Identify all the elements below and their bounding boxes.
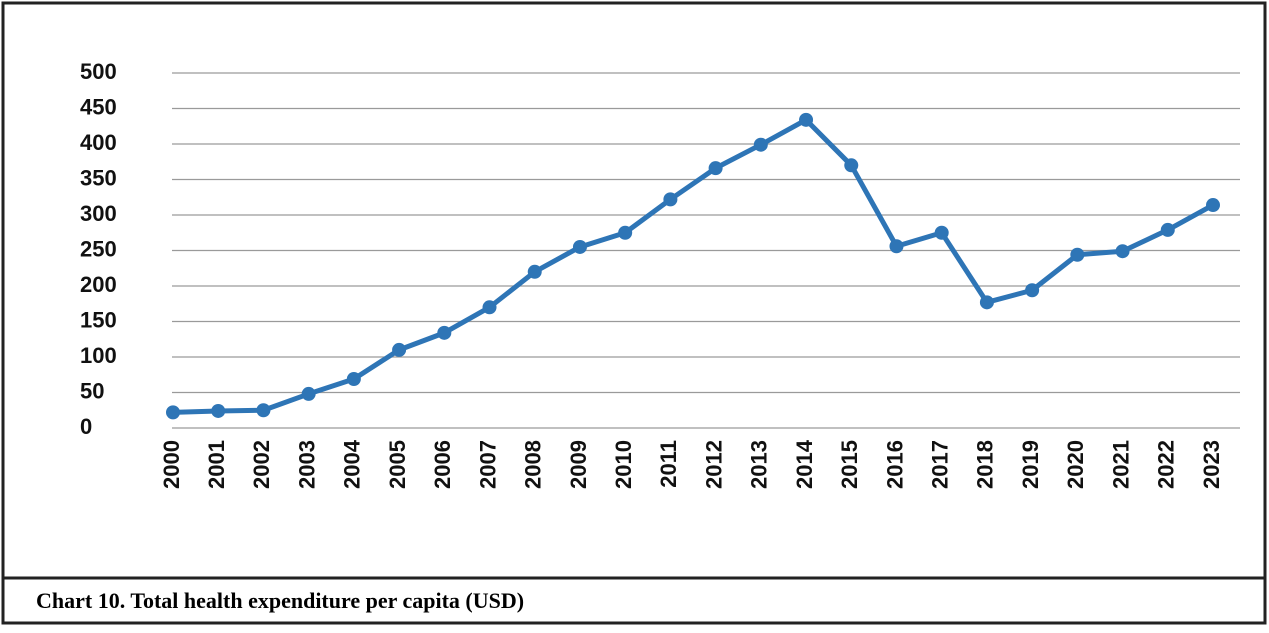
- marker: [1070, 247, 1085, 262]
- x-tick-label: 2021: [1108, 440, 1133, 489]
- x-tick-label: 2011: [656, 440, 681, 488]
- y-tick-label: 500: [80, 59, 117, 84]
- marker: [1160, 222, 1175, 237]
- x-tick-label: 2014: [792, 439, 817, 489]
- marker: [708, 161, 723, 176]
- marker: [301, 386, 316, 401]
- x-tick-label: 2008: [521, 440, 546, 489]
- marker: [1206, 198, 1220, 213]
- x-tick-label: 2002: [249, 440, 274, 489]
- x-tick-label: 2004: [340, 439, 365, 489]
- x-tick-label: 2006: [430, 440, 455, 489]
- y-tick-label: 0: [80, 414, 92, 439]
- marker: [437, 325, 452, 340]
- marker: [572, 239, 587, 254]
- y-tick-label: 150: [80, 307, 117, 332]
- y-tick-label: 50: [80, 378, 104, 403]
- y-tick-label: 350: [80, 165, 117, 190]
- line: [172, 117, 1215, 415]
- y-tick-label: 400: [80, 130, 117, 155]
- marker: [211, 403, 226, 418]
- marker: [527, 264, 542, 279]
- x-tick-label: 2005: [385, 440, 410, 489]
- y-tick-label: 100: [80, 343, 117, 368]
- x-tick-label: 2013: [747, 440, 772, 489]
- x-tick-label: 2018: [973, 440, 998, 489]
- marker: [663, 192, 678, 207]
- x-tick-label: 2009: [566, 440, 591, 489]
- x-tick-label: 2017: [928, 440, 953, 489]
- x-tick-label: 2023: [1199, 440, 1224, 489]
- y-tick-label: 250: [80, 236, 117, 261]
- marker: [979, 295, 994, 310]
- x-tick-label: 2015: [837, 440, 862, 489]
- marker: [346, 372, 361, 387]
- marker: [844, 158, 859, 173]
- x-tick-label: 2020: [1063, 440, 1088, 489]
- x-tick-label: 2012: [701, 440, 726, 489]
- x-tick-label: 2003: [294, 440, 319, 489]
- marker: [934, 225, 949, 240]
- marker: [1025, 283, 1040, 298]
- marker: [753, 137, 768, 152]
- x-tick-label: 2010: [611, 440, 636, 489]
- x-tick-label: 2022: [1154, 440, 1179, 489]
- x-tick-label: 2007: [475, 440, 500, 489]
- y-tick-label: 200: [80, 272, 117, 297]
- y-tick-label: 450: [80, 94, 117, 119]
- marker: [482, 300, 497, 315]
- marker: [166, 405, 180, 420]
- marker: [1115, 244, 1130, 259]
- x-tick-label: 2000: [159, 440, 184, 489]
- y-tick-label: 300: [80, 201, 117, 226]
- marker: [392, 342, 407, 357]
- x-tick-label: 2016: [882, 440, 907, 489]
- chart-caption: Chart 10. Total health expenditure per c…: [36, 588, 524, 613]
- marker: [256, 403, 271, 418]
- marker: [618, 225, 633, 240]
- marker: [889, 239, 904, 254]
- x-tick-label: 2019: [1018, 440, 1043, 489]
- marker: [799, 112, 814, 127]
- x-tick-label: 2001: [204, 440, 229, 489]
